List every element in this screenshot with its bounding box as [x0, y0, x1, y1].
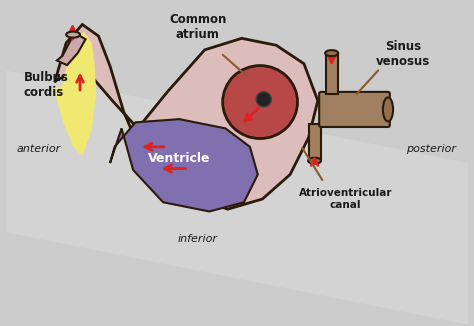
Ellipse shape — [223, 66, 298, 139]
Ellipse shape — [383, 97, 393, 122]
Polygon shape — [6, 71, 468, 325]
Polygon shape — [326, 53, 337, 94]
Ellipse shape — [66, 32, 80, 37]
Text: Bulbus
cordis: Bulbus cordis — [24, 70, 69, 98]
Ellipse shape — [308, 158, 321, 164]
Polygon shape — [110, 119, 258, 212]
Text: Sinus
venosus: Sinus venosus — [376, 40, 430, 68]
Polygon shape — [57, 33, 85, 65]
Text: posterior: posterior — [406, 144, 456, 154]
Text: inferior: inferior — [178, 234, 218, 244]
Polygon shape — [55, 24, 318, 209]
Text: Common
atrium: Common atrium — [169, 13, 227, 41]
Text: anterior: anterior — [16, 144, 61, 154]
Ellipse shape — [325, 50, 338, 56]
Ellipse shape — [256, 92, 272, 107]
Text: Ventricle: Ventricle — [148, 152, 210, 165]
FancyBboxPatch shape — [319, 92, 390, 127]
Polygon shape — [6, 1, 468, 325]
Text: Atrioventricular
canal: Atrioventricular canal — [299, 188, 392, 210]
Polygon shape — [309, 124, 321, 161]
Polygon shape — [55, 31, 96, 156]
